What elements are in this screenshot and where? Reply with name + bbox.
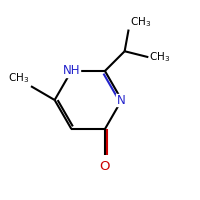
Text: CH$_3$: CH$_3$ (130, 15, 151, 29)
Bar (63, 65, 80, 77)
Text: CH$_3$: CH$_3$ (8, 71, 29, 85)
Text: N: N (117, 94, 126, 106)
Text: CH$_3$: CH$_3$ (149, 50, 171, 64)
Text: O: O (100, 160, 110, 173)
Bar (116, 94, 128, 106)
Text: NH: NH (63, 64, 80, 77)
